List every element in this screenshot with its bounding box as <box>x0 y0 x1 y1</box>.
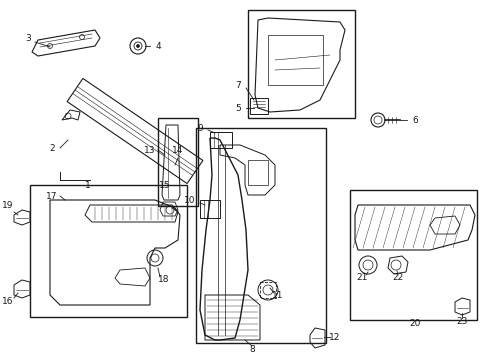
Bar <box>248 160 268 185</box>
Text: 6: 6 <box>412 116 418 125</box>
Text: 2: 2 <box>49 144 55 153</box>
Text: 12: 12 <box>329 333 341 342</box>
Text: 8: 8 <box>249 346 255 355</box>
Bar <box>260 282 276 298</box>
Bar <box>268 35 323 85</box>
Text: 21: 21 <box>356 274 368 283</box>
Bar <box>350 190 477 320</box>
Text: 14: 14 <box>172 145 184 154</box>
Text: 4: 4 <box>155 41 161 50</box>
Text: 15: 15 <box>159 180 171 189</box>
Text: 18: 18 <box>158 275 170 284</box>
Text: 7: 7 <box>235 81 241 90</box>
Text: 19: 19 <box>2 201 14 210</box>
Bar <box>250 98 268 114</box>
Text: 1: 1 <box>85 180 91 189</box>
Bar <box>210 132 232 148</box>
Bar <box>158 118 198 206</box>
Circle shape <box>137 45 140 48</box>
Bar <box>196 128 326 343</box>
Text: 16: 16 <box>2 297 14 306</box>
Bar <box>30 185 187 317</box>
Text: 23: 23 <box>456 318 467 327</box>
Text: 9: 9 <box>197 123 203 132</box>
Bar <box>248 10 355 118</box>
Text: 5: 5 <box>235 104 241 113</box>
Text: 20: 20 <box>409 319 421 328</box>
Bar <box>200 200 220 218</box>
Text: 11: 11 <box>272 292 284 301</box>
Text: 3: 3 <box>25 33 31 42</box>
Text: 22: 22 <box>392 274 404 283</box>
Text: 17: 17 <box>46 192 58 201</box>
Text: 10: 10 <box>184 195 196 204</box>
Text: 13: 13 <box>144 145 156 154</box>
